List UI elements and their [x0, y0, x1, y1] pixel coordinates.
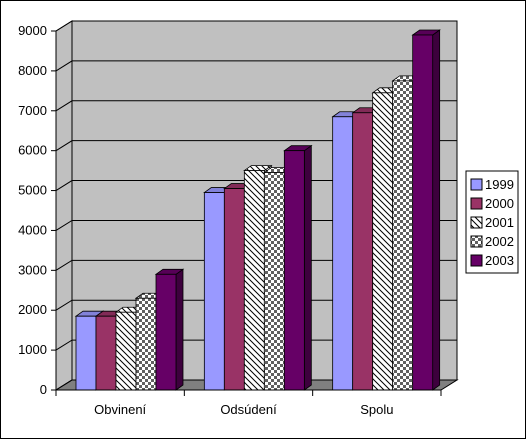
gridline	[55, 20, 457, 32]
x-category-label: Spolu	[360, 402, 393, 417]
y-tick-label: 1000	[18, 342, 47, 357]
y-tick-label: 9000	[18, 23, 47, 38]
bars	[74, 29, 441, 391]
bar-2003-1	[283, 144, 313, 391]
legend-swatch-2002	[470, 235, 483, 248]
legend-swatch-2003	[470, 254, 483, 267]
y-tick-label: 2000	[18, 302, 47, 317]
axes	[55, 31, 441, 391]
legend-label-1999: 1999	[485, 177, 514, 192]
bar-2003-0	[154, 268, 185, 391]
y-tick-label: 0	[40, 382, 47, 397]
gridline	[55, 60, 457, 72]
gridline	[55, 339, 457, 351]
y-tick-label: 8000	[18, 63, 47, 78]
y-tick-label: 4000	[18, 222, 47, 237]
y-tick-label: 7000	[18, 103, 47, 118]
bar-2003-2	[411, 29, 441, 391]
x-category-label: Obvinení	[94, 402, 146, 417]
bar-front	[283, 150, 305, 391]
bar-front	[243, 170, 265, 391]
bar-front	[352, 112, 374, 391]
gridline	[55, 379, 457, 391]
legend-label-2001: 2001	[485, 215, 514, 230]
gridline	[55, 259, 457, 271]
bar-front	[412, 34, 434, 391]
legend-swatch-1999	[470, 178, 483, 191]
bar-side	[303, 144, 312, 391]
bar-front	[155, 273, 177, 391]
bar-front	[75, 315, 97, 391]
gridline	[55, 140, 457, 152]
bar-front	[332, 116, 354, 391]
gridline	[55, 100, 457, 112]
gridline	[55, 180, 457, 191]
legend-label-2002: 2002	[485, 234, 514, 249]
bar-front	[392, 80, 414, 391]
bar-side	[432, 29, 441, 391]
bar-front	[95, 315, 117, 391]
bar-front	[135, 297, 157, 391]
y-tick-label: 6000	[18, 143, 47, 158]
bar-side	[175, 268, 184, 391]
y-axis-ticks: 0 1000 2000 3000 4000 5000 6000 7000 8000 9000	[18, 23, 56, 397]
legend-swatch-2001	[470, 216, 483, 229]
y-tick-label: 3000	[18, 262, 47, 277]
gridlines	[55, 20, 457, 391]
x-axis-categories: Obvinení Odsúdení Spolu	[55, 390, 442, 417]
gridline	[55, 299, 457, 311]
bar-front	[263, 172, 285, 391]
legend-label-2000: 2000	[485, 196, 514, 211]
legend-label-2003: 2003	[485, 253, 514, 268]
bar-front	[223, 188, 245, 391]
gridline	[55, 219, 457, 231]
y-tick-label: 5000	[18, 183, 47, 198]
side-wall	[55, 20, 73, 391]
x-category-label: Odsúdení	[220, 402, 277, 417]
legend-swatch-2000	[470, 197, 483, 210]
bar-front	[115, 311, 137, 391]
legend: 1999 2000 2001 2002 2003	[465, 170, 519, 274]
bar-front	[372, 92, 394, 391]
bar-front	[203, 192, 225, 391]
